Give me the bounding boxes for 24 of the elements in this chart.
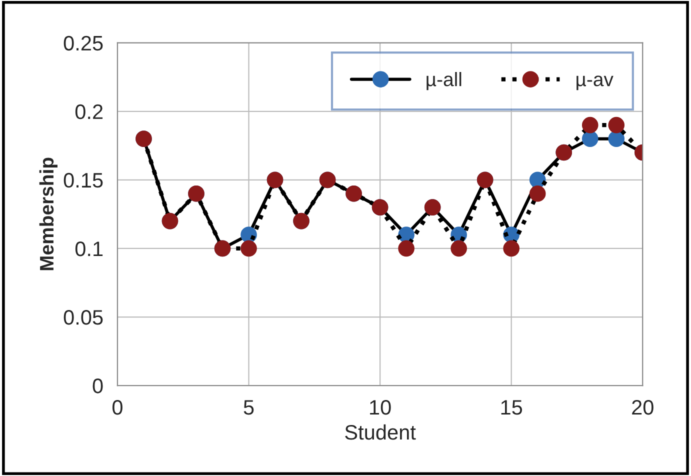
point	[582, 116, 598, 134]
legend-label: µ-av	[576, 76, 614, 90]
y-tick-label: 0	[92, 378, 103, 394]
y-tick-label: 0.2	[75, 104, 103, 120]
point	[450, 240, 467, 257]
y-tick-label: 0.15	[64, 172, 103, 188]
point	[608, 130, 625, 147]
point	[503, 240, 520, 257]
legend-label: µ-all	[426, 72, 462, 90]
y-tick-label: 0.1	[75, 241, 103, 256]
x-tick-label: 20	[632, 400, 654, 415]
x-tick-label: 10	[370, 400, 391, 415]
point	[398, 240, 414, 257]
x-tick-label: 5	[244, 400, 254, 415]
x-axis-title: Student	[345, 424, 416, 440]
y-axis-title: Membership	[39, 158, 58, 270]
x-tick-label: 15	[501, 400, 522, 415]
point	[240, 240, 257, 257]
x-tick-label: 0	[112, 400, 122, 415]
point	[582, 130, 598, 147]
point	[529, 185, 546, 202]
point	[608, 116, 625, 134]
y-tick-label: 0.25	[64, 36, 103, 51]
y-tick-label: 0.05	[64, 310, 103, 325]
